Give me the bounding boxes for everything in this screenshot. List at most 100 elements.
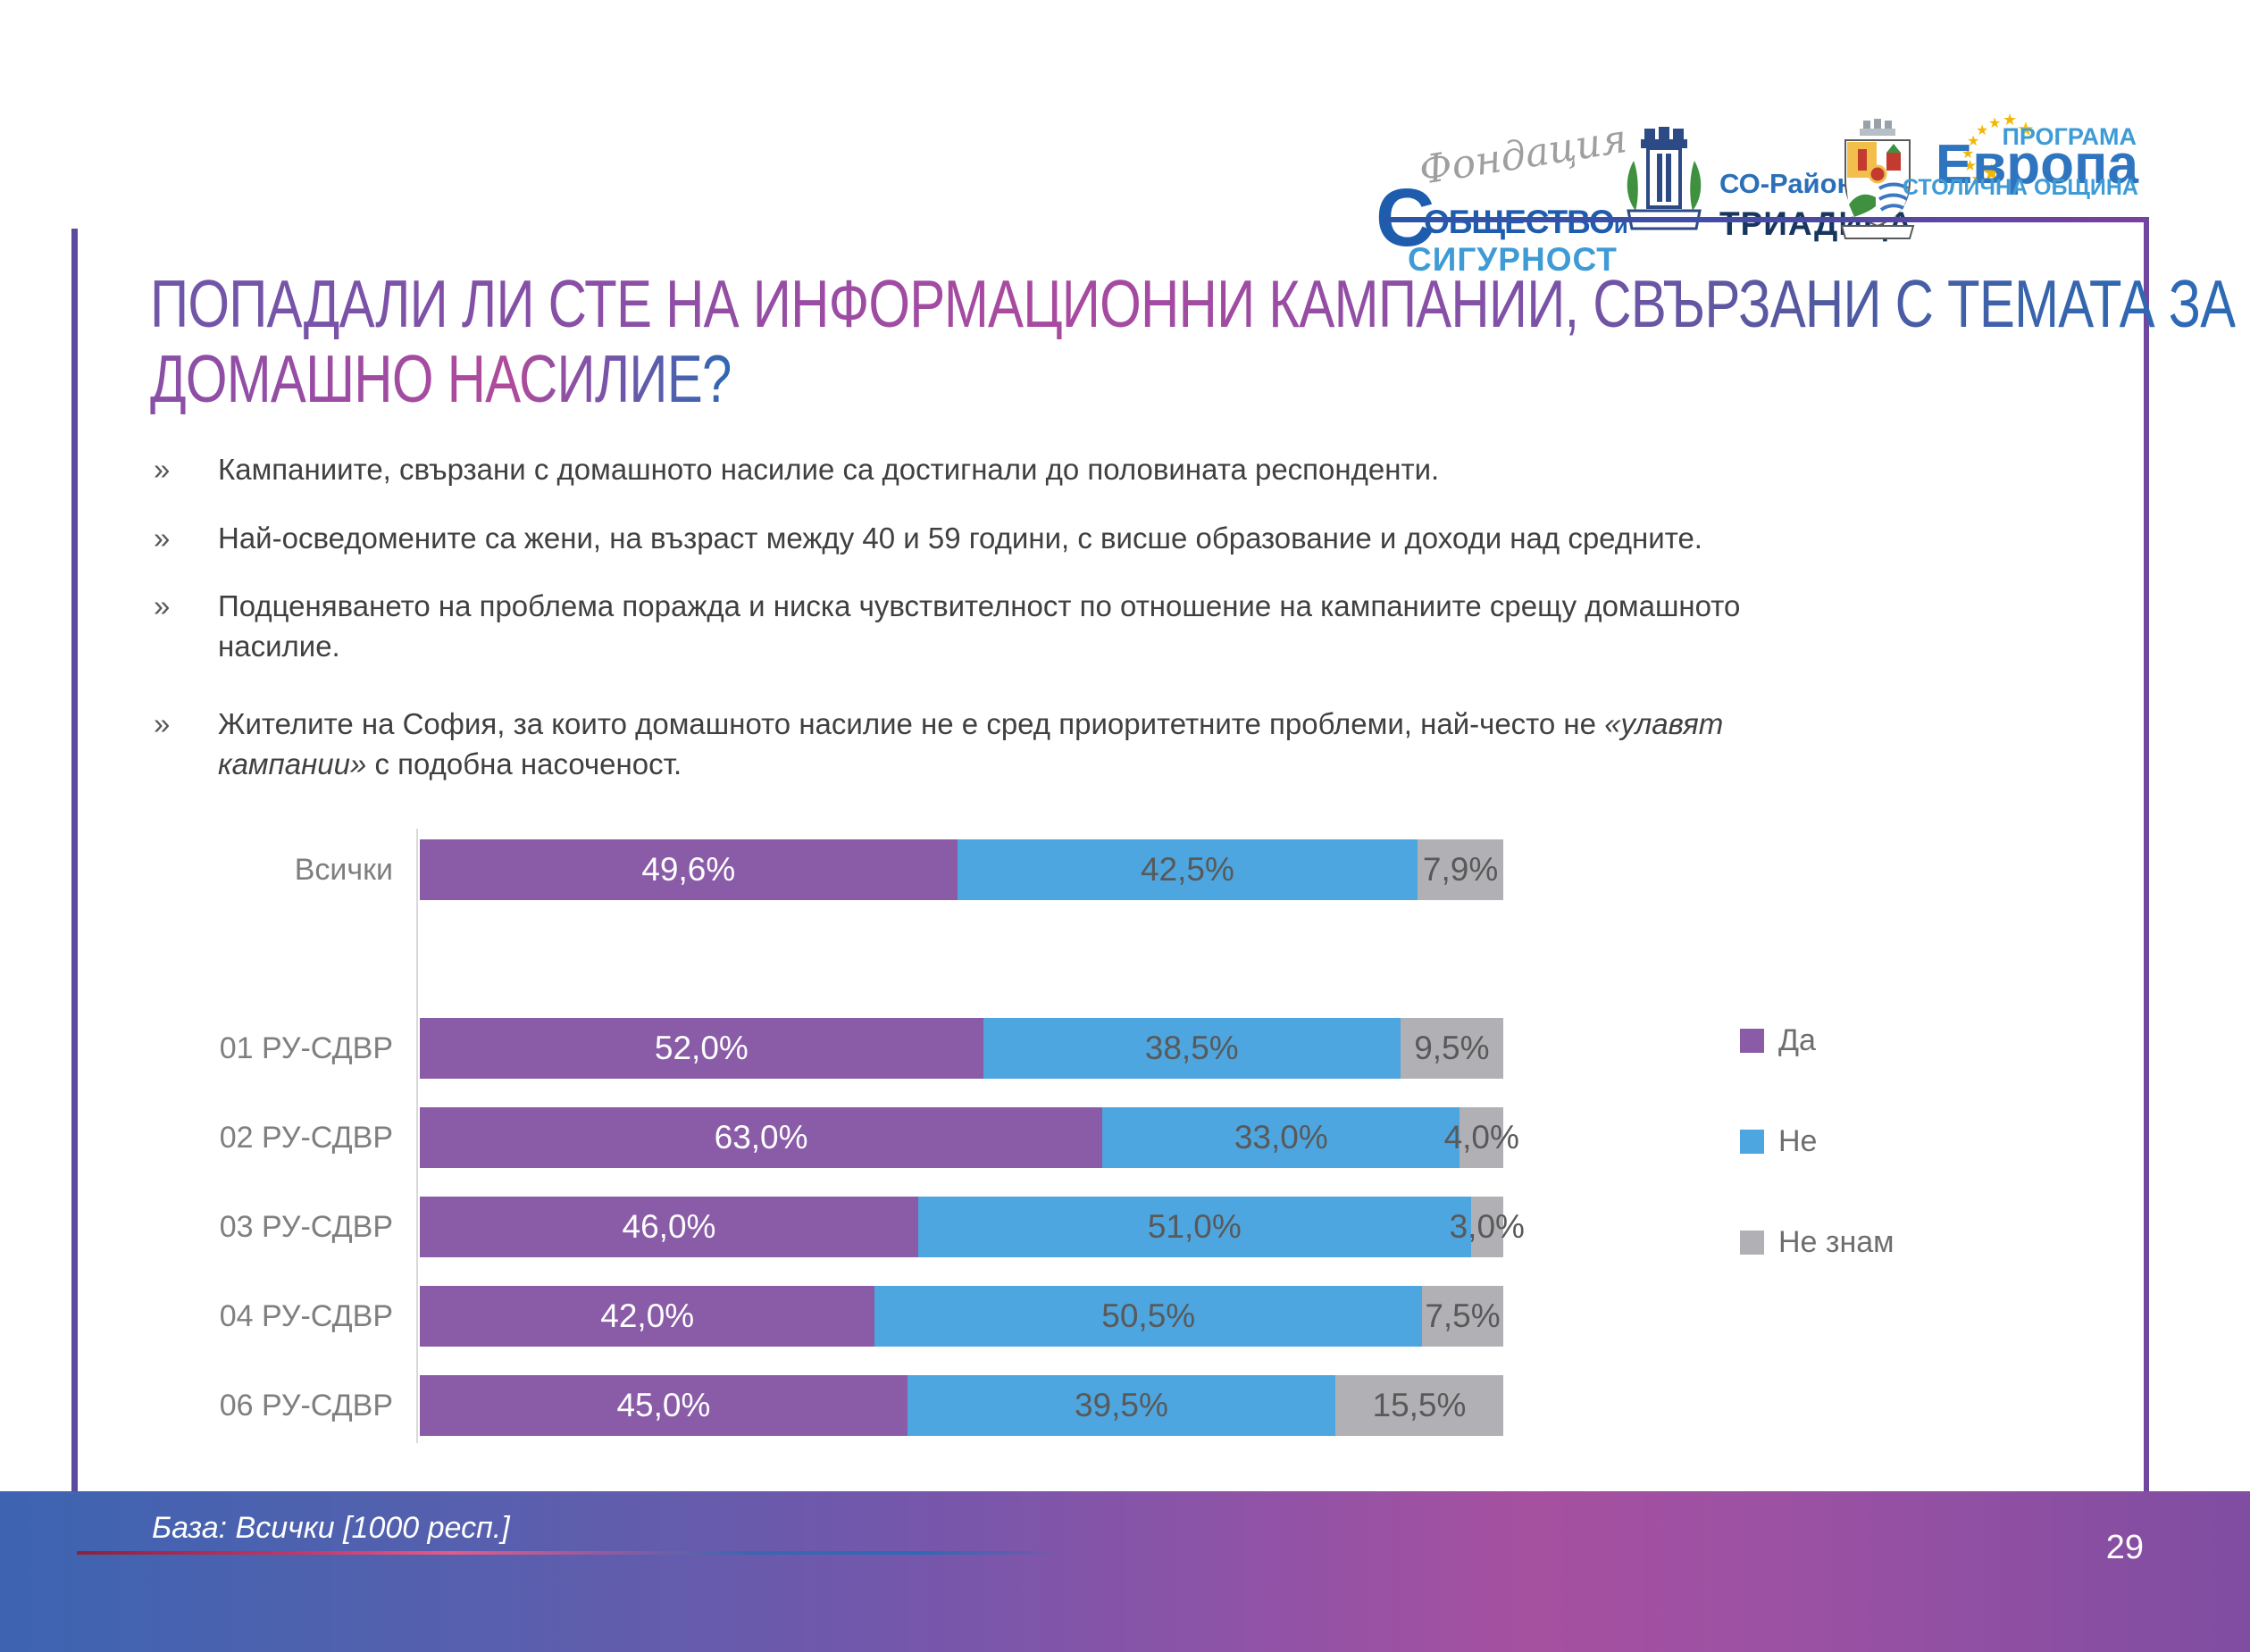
bar-segment-не: 42,5% <box>957 839 1418 900</box>
bullet-marker: » <box>154 707 171 740</box>
legend-swatch <box>1740 1130 1764 1154</box>
star-icon: ★ <box>1970 170 1987 189</box>
page-number: 29 <box>2105 1529 2144 1566</box>
legend-item-не: Не <box>1740 1124 1817 1159</box>
bar-segment-не-знам: 7,9% <box>1418 839 1503 900</box>
foundation-script-text: Фондация <box>1416 115 1630 195</box>
star-icon: ★ <box>1981 159 2003 186</box>
bar-segment-да: 46,0% <box>420 1197 918 1257</box>
bar-value-label: 38,5% <box>1144 1030 1239 1066</box>
bar-value-label: 45,0% <box>616 1387 711 1423</box>
footer-gradient-band <box>0 1491 2250 1652</box>
star-icon: ★ <box>1961 146 1975 162</box>
bar-segment-не-знам: 4,0% <box>1444 1107 1519 1168</box>
foundation-name-line1: ОБЩЕСТВОи <box>1424 204 1628 241</box>
star-icon: ★ <box>1988 116 2002 131</box>
footer-accent-line <box>77 1551 1064 1555</box>
bar-value-label: 3,0% <box>1449 1208 1525 1245</box>
bar-value-label: 4,0% <box>1443 1119 1519 1156</box>
star-icon: ★ <box>1967 134 1980 149</box>
star-icon: ★ <box>2017 118 2035 140</box>
category-label: 04 РУ-СДВР <box>219 1299 393 1333</box>
bar-row: 49,6% 42,5% 7,9% <box>420 839 1503 900</box>
bullet-marker: » <box>154 589 171 622</box>
star-icon: ★ <box>1976 123 1989 138</box>
legend-label: Да <box>1778 1023 1816 1057</box>
bullet-text-italic: «улавят кампании» <box>218 707 1724 780</box>
category-label: 02 РУ-СДВР <box>219 1121 393 1155</box>
bar-segment-не: 39,5% <box>907 1375 1335 1436</box>
bar-segment-да: 52,0% <box>420 1018 983 1079</box>
europe-program-main-label: Европа <box>1935 134 2138 196</box>
bar-segment-да: 63,0% <box>420 1107 1103 1168</box>
bar-row: 42,0% 50,5% 7,5% <box>420 1286 1503 1347</box>
bullet-marker: » <box>154 453 171 486</box>
bullet-marker: » <box>154 521 171 555</box>
bullet-item: » Най-осведомените са жени, на възраст м… <box>152 518 1858 558</box>
sofia-coat-of-arms <box>1840 119 1915 239</box>
bar-value-label: 42,0% <box>600 1297 695 1334</box>
bar-value-label: 51,0% <box>1147 1208 1242 1245</box>
logo-europe-program: ★ ★ ★ ★ ★ ★ ★ ★ ★ ПРОГРАМА Европа СТОЛИЧ… <box>1903 111 2140 202</box>
bar-segment-не-знам: 15,5% <box>1334 1375 1503 1436</box>
foundation-name-line2: СИГУРНОСТ <box>1408 241 1618 278</box>
bar-value-label: 7,9% <box>1422 851 1499 888</box>
bar-segment-да: 42,0% <box>420 1286 875 1347</box>
right-border-line <box>2144 217 2149 1554</box>
bullet-item: » Подценяването на проблема поражда и ни… <box>152 586 1858 666</box>
header-divider-rule <box>1383 217 2149 222</box>
bar-row: 46,0% 51,0% 3,0% <box>420 1197 1525 1257</box>
bar-value-label: 46,0% <box>622 1208 716 1245</box>
europe-program-bottom-label: СТОЛИЧНА ОБЩИНА <box>1902 175 2138 200</box>
bar-segment-да: 49,6% <box>420 839 958 900</box>
legend-item-да: Да <box>1740 1023 1816 1058</box>
bullet-text: Жителите на София, за които домашното на… <box>218 707 1724 780</box>
district-column-icon <box>1627 127 1702 230</box>
bar-value-label: 52,0% <box>654 1030 749 1066</box>
bullet-text: Най-осведомените са жени, на възраст меж… <box>218 521 1702 555</box>
bullet-text: Кампаниите, свързани с домашното насилие… <box>218 453 1440 486</box>
legend-label: Не знам <box>1778 1225 1895 1259</box>
bullet-text: Подценяването на проблема поражда и ниск… <box>218 589 1741 663</box>
page-title-line1: ПОПАДАЛИ ЛИ СТЕ НА ИНФОРМАЦИОННИ КАМПАНИ… <box>150 266 2236 341</box>
bar-value-label: 39,5% <box>1074 1387 1168 1423</box>
bar-segment-не: 50,5% <box>874 1286 1423 1347</box>
bar-value-label: 9,5% <box>1414 1030 1490 1066</box>
bar-value-label: 50,5% <box>1101 1297 1196 1334</box>
bar-value-label: 33,0% <box>1234 1119 1328 1156</box>
bar-segment-не: 51,0% <box>917 1197 1471 1257</box>
district-label-line1: СО-Район <box>1719 168 1854 199</box>
bullet-item: » Жителите на София, за които домашното … <box>152 704 1858 784</box>
star-icon: ★ <box>2003 111 2018 129</box>
bar-value-label: 42,5% <box>1140 851 1234 888</box>
europe-program-top-label: ПРОГРАМА <box>2002 123 2137 150</box>
legend-swatch <box>1740 1029 1764 1053</box>
category-label: Всички <box>294 853 393 887</box>
left-border-line <box>71 229 78 1552</box>
legend-item-не-знам: Не знам <box>1740 1225 1895 1260</box>
bar-value-label: 15,5% <box>1372 1387 1467 1423</box>
bar-value-label: 7,5% <box>1425 1297 1501 1334</box>
bar-value-label: 49,6% <box>641 851 736 888</box>
bar-row: 52,0% 38,5% 9,5% <box>420 1018 1503 1079</box>
category-label: 06 РУ-СДВР <box>219 1389 393 1423</box>
bar-segment-не-знам: 3,0% <box>1450 1197 1525 1257</box>
category-label: 03 РУ-СДВР <box>219 1210 393 1244</box>
star-icon: ★ <box>1963 157 1978 174</box>
bar-row: 45,0% 39,5% 15,5% <box>420 1375 1503 1436</box>
bar-value-label: 63,0% <box>714 1119 808 1156</box>
legend-swatch <box>1740 1231 1764 1255</box>
bar-segment-да: 45,0% <box>420 1375 908 1436</box>
legend-label: Не <box>1778 1124 1818 1158</box>
logo-foundation-society-security: Фондация С ОБЩЕСТВОи СИГУРНОСТ <box>1376 107 1630 286</box>
bar-segment-не-знам: 9,5% <box>1400 1018 1503 1079</box>
bullet-item: » Кампаниите, свързани с домашното насил… <box>152 449 1858 489</box>
bar-segment-не: 38,5% <box>983 1018 1401 1079</box>
bar-segment-не: 33,0% <box>1102 1107 1460 1168</box>
base-note: База: Всички [1000 респ.] <box>152 1511 510 1545</box>
page-title-line2: ДОМАШНО НАСИЛИЕ? <box>150 341 732 416</box>
category-label: 01 РУ-СДВР <box>219 1031 393 1065</box>
bar-row: 63,0% 33,0% 4,0% <box>420 1107 1519 1168</box>
bar-segment-не-знам: 7,5% <box>1422 1286 1503 1347</box>
chart-axis-line <box>416 829 418 1443</box>
